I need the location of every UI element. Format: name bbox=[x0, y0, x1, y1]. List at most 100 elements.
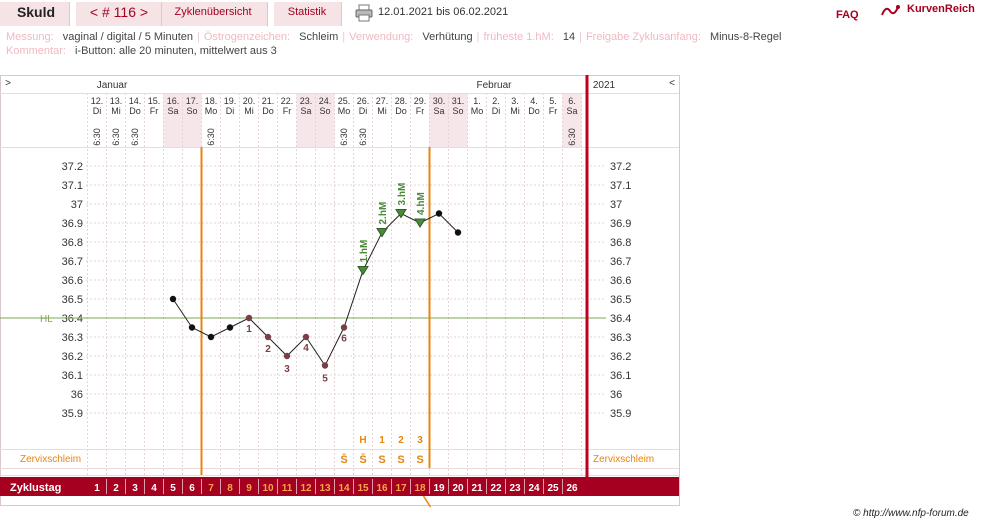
weekday-label: Mo bbox=[205, 106, 218, 116]
date-label: 29. bbox=[414, 96, 427, 106]
tab-statistik[interactable]: Statistik bbox=[287, 6, 327, 18]
cycle-nav[interactable]: < # 116 > bbox=[89, 4, 149, 20]
date-label: 31. bbox=[452, 96, 465, 106]
temperature-point-high bbox=[414, 218, 426, 228]
meta-line-1: Messung: vaginal / digital / 5 Minuten | Ö… bbox=[6, 31, 782, 43]
date-label: 24. bbox=[319, 96, 332, 106]
ytick-right: 36.9 bbox=[610, 218, 631, 230]
date-label: 3. bbox=[511, 96, 519, 106]
weekday-label: Do bbox=[262, 106, 274, 116]
temperature-point bbox=[435, 210, 443, 217]
mucus-label-left: Zervixschleim bbox=[20, 454, 81, 465]
month-label-februar: Februar bbox=[476, 80, 512, 91]
weekday-label: So bbox=[186, 106, 197, 116]
ytick-left: 36.5 bbox=[62, 294, 83, 306]
zyklustag-day: 17 bbox=[395, 483, 407, 494]
ytick-right: 36.5 bbox=[610, 294, 631, 306]
weekday-label: Mi bbox=[510, 106, 520, 116]
hilinie-label: HL bbox=[40, 314, 53, 325]
weekday-label: Mi bbox=[244, 106, 254, 116]
faq-link[interactable]: FAQ bbox=[836, 9, 859, 21]
weekday-label: Do bbox=[395, 106, 407, 116]
zyklustag-day: 6 bbox=[189, 483, 195, 494]
weekend-shade bbox=[562, 93, 582, 147]
zyklustag-day: 26 bbox=[566, 483, 578, 494]
ytick-right: 36.1 bbox=[610, 370, 631, 382]
date-label: 5. bbox=[549, 96, 557, 106]
ytick-right: 36 bbox=[610, 389, 622, 401]
date-label: 22. bbox=[281, 96, 294, 106]
year-label: 2021 bbox=[593, 80, 616, 91]
weekday-label: Mo bbox=[338, 106, 351, 116]
date-label: 20. bbox=[243, 96, 256, 106]
low-label: 6 bbox=[341, 334, 347, 345]
ytick-left: 36.2 bbox=[62, 351, 83, 363]
user-name: Skuld bbox=[16, 4, 56, 20]
weekday-label: Mo bbox=[471, 106, 484, 116]
weekday-label: Sa bbox=[433, 106, 444, 116]
ytick-left: 36.6 bbox=[62, 275, 83, 287]
nav-left-arrow[interactable]: > bbox=[5, 78, 11, 89]
kommentar-label: Kommentar: bbox=[6, 45, 66, 57]
tab-zyklenuebersicht[interactable]: Zyklenübersicht bbox=[174, 6, 252, 18]
printer-icon[interactable] bbox=[355, 4, 373, 22]
weekend-shade bbox=[448, 93, 468, 147]
date-label: 16. bbox=[167, 96, 180, 106]
temperature-point-low bbox=[340, 324, 348, 331]
kurvenreich-logo-icon bbox=[881, 5, 900, 16]
ytick-left: 36 bbox=[71, 389, 83, 401]
brand-name[interactable]: KurvenReich bbox=[907, 3, 975, 15]
temperature-point-low bbox=[283, 352, 291, 360]
zyklustag-day: 14 bbox=[338, 483, 350, 494]
low-label: 4 bbox=[303, 343, 309, 354]
ytick-left: 35.9 bbox=[62, 408, 83, 420]
zyklustag-day: 23 bbox=[509, 483, 521, 494]
messung-label: Messung: bbox=[6, 31, 54, 43]
freigabe-label: Freigabe Zyklusanfang: bbox=[585, 31, 701, 43]
ytick-right: 37 bbox=[610, 199, 622, 211]
weekend-shade bbox=[315, 93, 335, 147]
zyklustag-day: 9 bbox=[246, 483, 252, 494]
weekday-label: Sa bbox=[167, 106, 178, 116]
zyklustag-day: 16 bbox=[376, 483, 388, 494]
mucus-mark: S̄ bbox=[359, 454, 366, 466]
time-label: 6:30 bbox=[567, 128, 577, 146]
zyklustag-day: 12 bbox=[300, 483, 312, 494]
weekday-label: Di bbox=[359, 106, 368, 116]
weekday-label: Mi bbox=[377, 106, 387, 116]
time-label: 6:30 bbox=[206, 128, 216, 146]
zyklustag-day: 18 bbox=[414, 483, 426, 494]
weekday-label: Di bbox=[93, 106, 102, 116]
zyklustag-day: 4 bbox=[151, 483, 157, 494]
cycle-nav-box bbox=[76, 2, 162, 26]
weekday-label: Sa bbox=[566, 106, 577, 116]
time-label: 6:30 bbox=[111, 128, 121, 146]
temperature-point-low bbox=[321, 362, 329, 369]
temperature-point bbox=[188, 324, 196, 331]
zyklustag-day: 19 bbox=[433, 483, 445, 494]
temperature-point-high bbox=[357, 266, 369, 276]
mucus-label-right: Zervixschleim bbox=[593, 454, 654, 465]
date-label: 19. bbox=[224, 96, 237, 106]
weekday-label: Mi bbox=[111, 106, 121, 116]
zyklustag-day: 20 bbox=[452, 483, 464, 494]
temperature-curve bbox=[172, 212, 459, 367]
nav-right-arrow[interactable]: < bbox=[669, 78, 675, 89]
zyklustag-day: 25 bbox=[547, 483, 559, 494]
zyklustag-day: 3 bbox=[132, 483, 138, 494]
high-label: 4.hM bbox=[416, 192, 427, 215]
weekend-shade bbox=[163, 93, 183, 147]
date-label: 18. bbox=[205, 96, 218, 106]
tab-overview-box bbox=[162, 2, 268, 26]
hm-label: früheste 1.hM: bbox=[483, 31, 554, 43]
freigabe-value: Minus-8-Regel bbox=[709, 31, 782, 43]
hm-value: 14 bbox=[562, 31, 576, 43]
fertile-end-tail bbox=[422, 495, 432, 508]
zyklustag-day: 8 bbox=[227, 483, 233, 494]
temperature-point bbox=[226, 324, 234, 331]
copyright: © http://www.nfp-forum.de bbox=[853, 508, 969, 519]
date-label: 14. bbox=[129, 96, 142, 106]
ytick-left: 36.4 bbox=[62, 313, 83, 325]
tab-stats-box bbox=[274, 2, 342, 26]
ytick-right: 35.9 bbox=[610, 408, 631, 420]
